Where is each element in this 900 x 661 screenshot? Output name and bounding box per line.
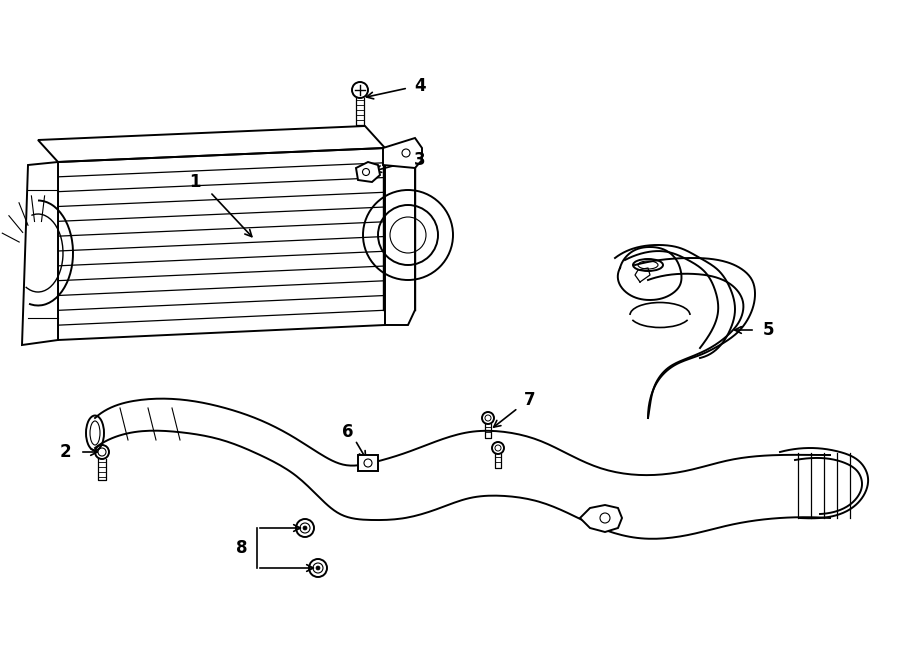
- Text: 1: 1: [189, 173, 201, 191]
- Circle shape: [316, 566, 320, 570]
- Polygon shape: [358, 455, 378, 471]
- Polygon shape: [356, 162, 380, 182]
- Polygon shape: [38, 126, 385, 162]
- Text: 8: 8: [236, 539, 248, 557]
- Text: 7: 7: [524, 391, 536, 409]
- Text: 6: 6: [342, 423, 354, 441]
- Text: 5: 5: [762, 321, 774, 339]
- Polygon shape: [383, 138, 422, 168]
- Text: 2: 2: [59, 443, 71, 461]
- Polygon shape: [580, 505, 622, 532]
- Polygon shape: [22, 162, 58, 345]
- Polygon shape: [385, 148, 415, 325]
- Text: 4: 4: [414, 77, 426, 95]
- Text: 3: 3: [414, 151, 426, 169]
- Circle shape: [303, 526, 307, 530]
